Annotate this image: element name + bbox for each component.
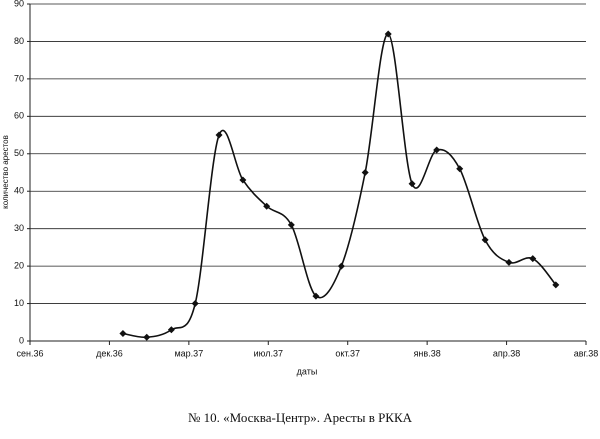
x-tick-label: сен.36 [17,348,44,358]
marker [408,180,416,188]
y-tick-label: 60 [14,111,24,121]
marker [215,131,223,139]
x-tick-label: июл.37 [254,348,283,358]
marker [505,258,513,266]
x-axis-label: даты [297,366,318,376]
marker [239,176,247,184]
marker [529,255,537,263]
y-tick-label: 30 [14,223,24,233]
marker [337,262,345,270]
marker [167,326,175,334]
x-tick-label: авг.38 [574,348,598,358]
y-tick-label: 80 [14,36,24,46]
marker [312,292,320,300]
y-tick-label: 20 [14,260,24,270]
marker [191,300,199,308]
y-tick-label: 50 [14,148,24,158]
marker [456,165,464,173]
marker [552,281,560,289]
x-tick-label: мар.37 [174,348,203,358]
y-tick-label: 40 [14,186,24,196]
marker [287,221,295,229]
marker [384,30,392,38]
line [122,33,557,339]
y-tick-label: 70 [14,73,24,83]
x-tick-label: окт.37 [335,348,360,358]
x-tick-label: дек.36 [96,348,123,358]
y-tick-label: 0 [19,335,24,345]
caption: № 10. «Москва-Центр». Аресты в РККА [188,410,413,425]
y-tick-label: 90 [14,0,24,8]
y-tick-label: 10 [14,298,24,308]
marker [119,330,127,338]
x-tick-label: апр.38 [493,348,520,358]
x-tick-label: янв.38 [414,348,441,358]
marker [263,202,271,210]
marker [143,333,151,341]
marker [481,236,489,244]
y-axis-label: количество арестов [1,135,10,209]
marker [433,146,441,154]
marker [361,169,369,176]
